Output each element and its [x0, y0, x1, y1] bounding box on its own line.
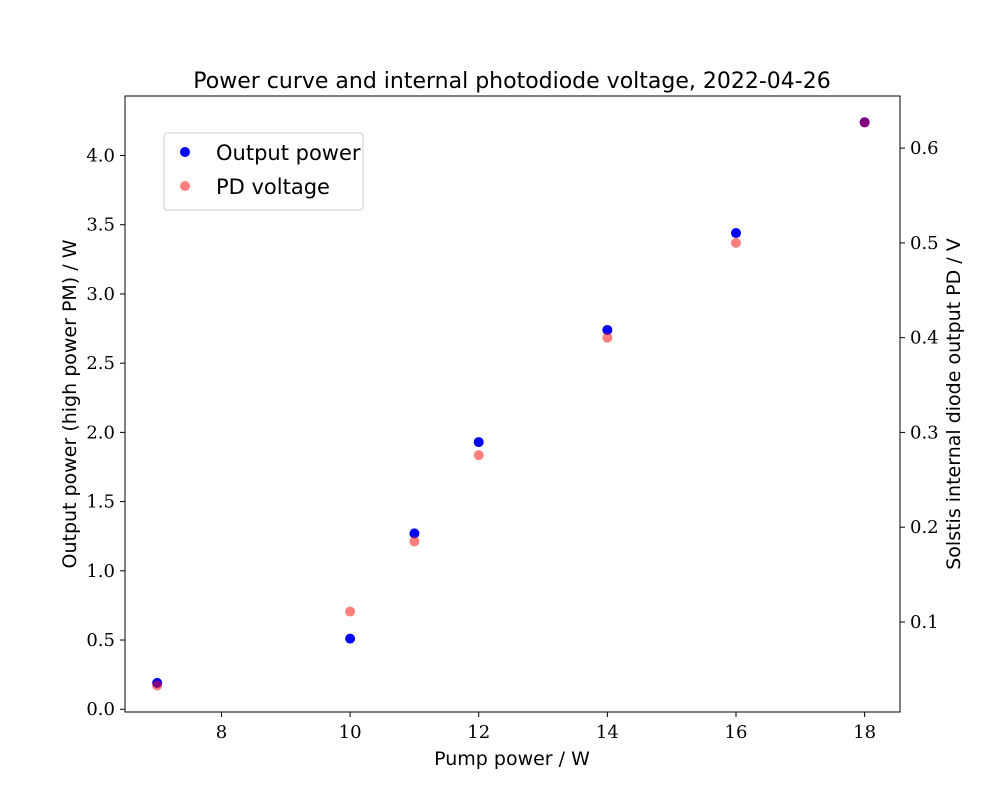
output-power-point [730, 228, 741, 239]
y-left-tick-label: 1.5 [86, 492, 115, 513]
pd-voltage-point [730, 237, 741, 248]
y-right-tick-label: 0.1 [910, 612, 939, 633]
y-left-tick-label: 4.0 [86, 146, 115, 167]
output-power-point [409, 528, 420, 539]
y-axis-left-ticks: 0.0 0.5 1.0 1.5 2.0 2.5 3.0 3.5 4.0 [86, 146, 125, 720]
y-axis-right-ticks: 0.1 0.2 0.3 0.4 0.5 0.6 [900, 138, 939, 633]
legend-label-output-power: Output power [216, 141, 361, 165]
legend-marker-pd-voltage [180, 181, 190, 191]
y-left-tick-label: 3.0 [86, 284, 115, 305]
output-power-point [602, 324, 613, 335]
pd-voltage-point [859, 117, 870, 128]
y-right-tick-label: 0.4 [910, 328, 939, 349]
x-tick-label: 10 [339, 722, 362, 743]
y-left-tick-label: 2.5 [86, 353, 115, 374]
x-tick-label: 14 [596, 722, 619, 743]
data-points [152, 117, 870, 691]
y-left-tick-label: 2.0 [86, 422, 115, 443]
y-left-tick-label: 0.5 [86, 630, 115, 651]
pd-voltage-point [345, 606, 356, 617]
legend-label-pd-voltage: PD voltage [216, 175, 330, 199]
x-tick-label: 16 [725, 722, 748, 743]
x-tick-label: 8 [216, 722, 227, 743]
y-left-tick-label: 0.0 [86, 699, 115, 720]
legend-box [163, 132, 364, 211]
y-right-tick-label: 0.5 [910, 233, 939, 254]
x-tick-label: 18 [853, 722, 876, 743]
y-axis-right-label: Solstis internal diode output PD / V [943, 238, 965, 570]
pd-voltage-point [152, 680, 163, 691]
legend: Output power PD voltage [163, 132, 364, 211]
x-axis-ticks: 8 10 12 14 16 18 [216, 712, 876, 743]
y-right-tick-label: 0.6 [910, 138, 939, 159]
output-power-point [473, 437, 484, 448]
y-left-tick-label: 1.0 [86, 561, 115, 582]
output-power-point [345, 633, 356, 644]
x-tick-label: 12 [467, 722, 490, 743]
y-right-tick-label: 0.3 [910, 422, 939, 443]
plot-frame [124, 95, 901, 713]
chart-title: Power curve and internal photodiode volt… [193, 69, 830, 94]
y-left-tick-label: 3.5 [86, 215, 115, 236]
legend-marker-output-power [180, 147, 190, 157]
pd-voltage-point [602, 332, 613, 343]
pd-voltage-point [409, 536, 420, 547]
x-axis-label: Pump power / W [434, 748, 590, 770]
y-right-tick-label: 0.2 [910, 517, 939, 538]
pd-voltage-point [473, 450, 484, 461]
y-axis-left-label: Output power (high power PM) / W [59, 239, 81, 568]
